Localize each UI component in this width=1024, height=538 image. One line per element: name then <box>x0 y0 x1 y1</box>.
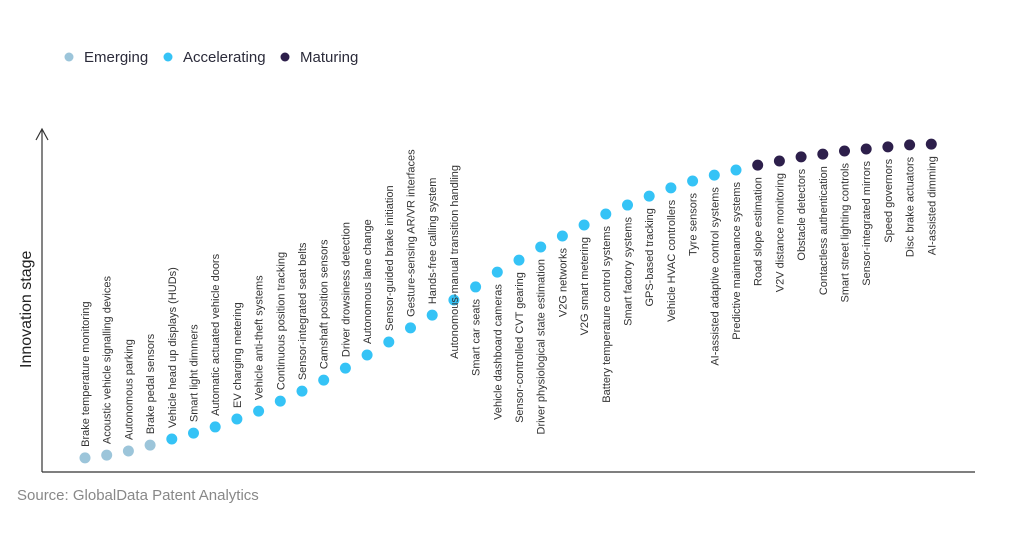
data-point-label: Autonomous-manual transition handling <box>449 165 461 359</box>
data-point-label: Predictive maintenance systems <box>731 181 743 339</box>
data-point <box>426 309 438 321</box>
legend: Emerging Accelerating Maturing <box>64 49 358 66</box>
data-point-label: Sensor-controlled CVT gearing <box>514 272 526 423</box>
data-point <box>752 159 764 171</box>
data-point <box>904 139 916 151</box>
data-point-label: Sensor-guided brake initiation <box>384 185 396 331</box>
data-point-label: Continuous position tracking <box>275 252 287 390</box>
data-point <box>274 395 286 407</box>
data-point-label: Hands-free calling system <box>427 178 439 305</box>
data-point-label: Disc brake actuators <box>905 156 917 257</box>
data-point-label: Brake pedal sensors <box>145 333 157 434</box>
data-point-label: Smart factory systems <box>623 217 635 326</box>
data-point <box>491 266 503 278</box>
data-point-label: Vehicle HVAC controllers <box>666 199 678 322</box>
data-point <box>925 138 937 150</box>
data-point <box>101 449 113 461</box>
data-point <box>253 405 265 417</box>
data-point <box>209 421 221 433</box>
data-point <box>296 385 308 397</box>
data-point-label: V2G networks <box>557 248 569 318</box>
data-point <box>448 294 460 306</box>
data-point <box>556 230 568 242</box>
data-point <box>708 169 720 181</box>
data-point <box>405 322 416 334</box>
data-point-label: EV charging metering <box>232 302 244 408</box>
data-point <box>839 145 850 157</box>
data-point-label: Tyre sensors <box>688 192 700 255</box>
data-point-label: Smart light dimmers <box>189 324 201 422</box>
data-point <box>578 219 590 231</box>
data-point <box>231 413 243 425</box>
data-point <box>600 208 612 220</box>
data-point-label: Contactless authentication <box>818 166 830 295</box>
data-point-label: Gesture-sensing AR/VR interfaces <box>406 149 418 317</box>
data-point <box>513 254 525 266</box>
legend-label-accelerating: Accelerating <box>183 49 266 66</box>
data-point-label: Acoustic vehicle signalling devices <box>102 276 114 445</box>
data-point <box>339 362 351 374</box>
data-point-label: Smart street lighting controls <box>840 163 852 303</box>
data-point-label: Speed governors <box>883 158 895 242</box>
data-point-label: Sensor-integrated mirrors <box>861 160 873 285</box>
y-axis-arrow-icon <box>35 127 49 141</box>
data-point <box>318 374 330 386</box>
data-point-label: AI-assisted adaptive control systems <box>709 187 721 366</box>
data-point <box>79 452 91 464</box>
data-point-label: Camshaft position sensors <box>319 239 331 369</box>
data-point <box>122 445 134 457</box>
data-points: Brake temperature monitoring Acoustic veh… <box>79 138 938 464</box>
legend-label-emerging: Emerging <box>84 49 148 66</box>
data-point <box>535 241 547 253</box>
legend-label-maturing: Maturing <box>300 49 358 66</box>
data-point <box>882 141 894 153</box>
data-point-label: Vehicle anti-theft systems <box>254 275 266 400</box>
data-point <box>361 349 373 361</box>
data-point <box>188 427 199 439</box>
data-point <box>144 439 156 451</box>
data-point-label: Vehicle dashboard cameras <box>492 284 504 420</box>
data-point-label: Road slope estimation <box>753 177 765 286</box>
data-point-label: Driver drowsiness detection <box>340 222 352 357</box>
data-point <box>665 182 677 194</box>
data-point <box>687 175 699 187</box>
legend-marker-maturing <box>280 52 290 62</box>
data-point <box>817 148 829 160</box>
source-note: Source: GlobalData Patent Analytics <box>17 487 259 504</box>
legend-marker-emerging <box>64 52 74 62</box>
data-point-label: Driver physiological state estimation <box>536 259 548 434</box>
data-point-label: Smart car seats <box>471 298 483 376</box>
y-axis-title: Innovation stage <box>18 250 35 368</box>
data-point <box>383 336 395 348</box>
data-point-label: Vehicle head up displays (HUDs) <box>167 267 179 428</box>
data-point <box>773 155 785 167</box>
data-point <box>795 151 807 163</box>
data-point-label: Brake temperature monitoring <box>80 301 92 447</box>
data-point-label: V2G smart metering <box>579 237 591 335</box>
data-point-label: GPS-based tracking <box>644 208 656 306</box>
data-point-label: Autonomous lane change <box>362 219 374 344</box>
data-point-label: Battery temperature control systems <box>601 226 613 403</box>
data-point-label: V2V distance monitoring <box>774 173 786 292</box>
data-point <box>166 433 178 445</box>
data-point-label: Automatic actuated vehicle doors <box>210 253 222 416</box>
data-point-label: Autonomous parking <box>123 339 135 440</box>
data-point <box>730 164 742 176</box>
data-point <box>643 190 655 202</box>
data-point <box>470 281 482 293</box>
data-point-label: AI-assisted dimming <box>926 156 938 255</box>
data-point-label: Obstacle detectors <box>796 168 808 260</box>
legend-marker-accelerating <box>163 52 173 62</box>
data-point-label: Sensor-integrated seat belts <box>297 242 309 380</box>
data-point <box>860 143 872 155</box>
data-point <box>622 199 633 211</box>
